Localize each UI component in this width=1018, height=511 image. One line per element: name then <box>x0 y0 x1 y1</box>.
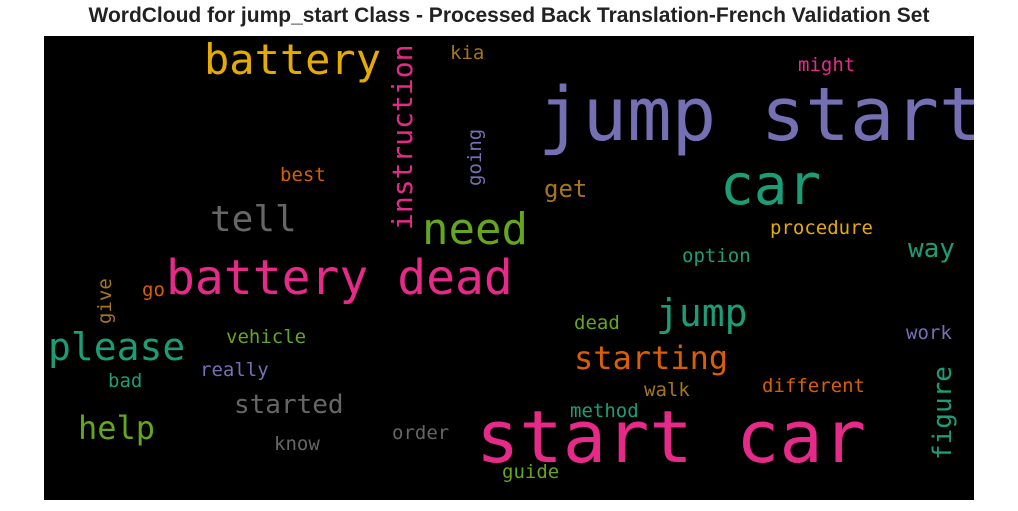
word-tell: tell <box>210 199 297 240</box>
word-starting: starting <box>574 339 729 377</box>
word-dead: dead <box>574 312 620 334</box>
word-please: please <box>48 325 186 369</box>
word-vehicle: vehicle <box>226 326 307 348</box>
word-different: different <box>762 375 865 397</box>
word-know: know <box>274 433 320 455</box>
word-get: get <box>544 175 588 203</box>
word-order: order <box>392 422 450 444</box>
word-instruction: instruction <box>386 44 419 230</box>
word-way: way <box>908 234 955 264</box>
word-procedure: procedure <box>770 217 873 239</box>
word-car: car <box>720 153 822 218</box>
word-guide: guide <box>502 461 560 483</box>
word-method: method <box>570 400 639 422</box>
word-help: help <box>78 409 156 447</box>
word-bad: bad <box>108 370 143 392</box>
word-going: going <box>464 128 486 186</box>
word-battery: battery <box>204 36 382 84</box>
word-need: need <box>422 204 528 255</box>
word-battery-dead: battery dead <box>166 250 513 306</box>
word-really: really <box>200 359 269 381</box>
word-best: best <box>280 164 326 186</box>
word-go: go <box>142 279 165 301</box>
word-kia: kia <box>450 42 485 64</box>
word-walk: walk <box>644 379 690 401</box>
word-figure: figure <box>928 366 958 460</box>
word-work: work <box>906 322 952 344</box>
word-give: give <box>94 278 116 324</box>
word-jump: jump <box>656 291 748 335</box>
word-might: might <box>798 54 856 76</box>
word-start-car: start car <box>476 395 867 479</box>
word-option: option <box>682 245 751 267</box>
word-cloud-canvas: jump start start car car battery dead batter… <box>44 36 974 500</box>
word-started: started <box>234 390 344 420</box>
chart-title: WordCloud for jump_start Class - Process… <box>88 4 930 27</box>
word-jump-start: jump start <box>538 72 974 158</box>
